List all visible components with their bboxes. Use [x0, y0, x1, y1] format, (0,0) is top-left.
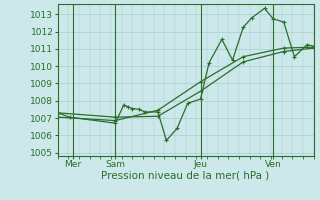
X-axis label: Pression niveau de la mer( hPa ): Pression niveau de la mer( hPa )	[101, 171, 270, 181]
